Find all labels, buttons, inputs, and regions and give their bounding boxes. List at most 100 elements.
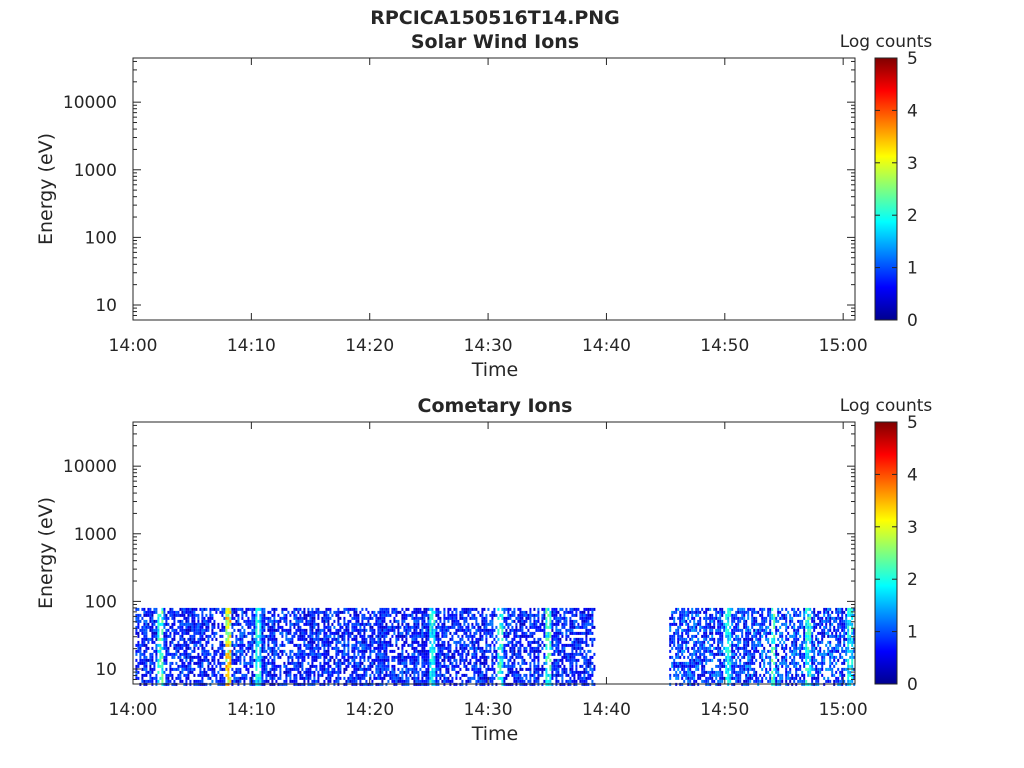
spectrogram-cell xyxy=(553,673,556,677)
spectrogram-cell xyxy=(179,646,182,650)
spectrogram-cell xyxy=(393,631,396,635)
spectrogram-cell xyxy=(225,610,228,614)
spectrogram-cell xyxy=(243,661,246,665)
spectrogram-cell xyxy=(257,607,260,611)
spectrogram-cell xyxy=(519,652,522,656)
spectrogram-cell xyxy=(213,673,216,677)
spectrogram-cell xyxy=(243,673,246,677)
spectrogram-cell xyxy=(365,616,368,620)
spectrogram-cell xyxy=(369,667,372,671)
spectrogram-cell xyxy=(691,655,694,659)
spectrogram-cell xyxy=(285,637,288,641)
spectrogram-cell xyxy=(759,655,762,659)
spectrogram-cell xyxy=(701,673,704,677)
spectrogram-cell xyxy=(341,652,344,656)
spectrogram-cell xyxy=(165,640,168,644)
spectrogram-cell xyxy=(537,613,540,617)
spectrogram-cell xyxy=(493,667,496,671)
spectrogram-cell xyxy=(151,655,154,659)
spectrogram-cell xyxy=(363,640,366,644)
spectrogram-cell xyxy=(185,673,188,677)
spectrogram-cell xyxy=(337,610,340,614)
spectrogram-cell xyxy=(157,661,160,665)
spectrogram-cell xyxy=(777,613,780,617)
spectrogram-cell xyxy=(313,676,316,680)
spectrogram-cell xyxy=(575,619,578,623)
spectrogram-cell xyxy=(423,622,426,626)
spectrogram-cell xyxy=(405,676,408,680)
spectrogram-cell xyxy=(235,679,238,683)
spectrogram-cell xyxy=(413,640,416,644)
spectrogram-cell xyxy=(553,658,556,662)
spectrogram-cell xyxy=(777,679,780,683)
spectrogram-cell xyxy=(591,679,594,683)
spectrogram-cell xyxy=(415,658,418,662)
spectrogram-cell xyxy=(677,616,680,620)
spectrogram-cell xyxy=(445,616,448,620)
spectrogram-cell xyxy=(323,634,326,638)
plot-frame xyxy=(132,57,856,321)
spectrogram-cell xyxy=(681,616,684,620)
spectrogram-cell xyxy=(781,679,784,683)
spectrogram-cell xyxy=(197,655,200,659)
spectrogram-cell xyxy=(379,640,382,644)
spectrogram-cell xyxy=(147,610,150,614)
spectrogram-cell xyxy=(207,661,210,665)
spectrogram-cell xyxy=(401,670,404,674)
spectrogram-cell xyxy=(187,673,190,677)
spectrogram-cell xyxy=(221,610,224,614)
spectrogram-cell xyxy=(179,613,182,617)
spectrogram-cell xyxy=(205,655,208,659)
spectrogram-cell xyxy=(729,649,732,653)
spectrogram-cell xyxy=(371,640,374,644)
spectrogram-cell xyxy=(501,643,504,647)
spectrogram-cell xyxy=(327,613,330,617)
spectrogram-cell xyxy=(677,649,680,653)
spectrogram-cell xyxy=(339,661,342,665)
spectrogram-cell xyxy=(683,607,686,611)
spectrogram-cell xyxy=(245,667,248,671)
spectrogram-cell xyxy=(561,646,564,650)
spectrogram-cell xyxy=(427,628,430,632)
spectrogram-cell xyxy=(545,661,548,665)
spectrogram-cell xyxy=(685,628,688,632)
spectrogram-cell xyxy=(695,661,698,665)
spectrogram-cell xyxy=(315,667,318,671)
spectrogram-cell xyxy=(149,637,152,641)
spectrogram-cell xyxy=(747,673,750,677)
spectrogram-cell xyxy=(305,619,308,623)
spectrogram-cell xyxy=(713,652,716,656)
spectrogram-cell xyxy=(149,616,152,620)
spectrogram-cell xyxy=(245,661,248,665)
spectrogram-cell xyxy=(391,679,394,683)
spectrogram-cell xyxy=(557,664,560,668)
spectrogram-cell xyxy=(679,655,682,659)
spectrogram-cell xyxy=(555,631,558,635)
spectrogram-cell xyxy=(521,679,524,683)
spectrogram-cell xyxy=(537,661,540,665)
spectrogram-cell xyxy=(149,667,152,671)
spectrogram-cell xyxy=(513,649,516,653)
spectrogram-cell xyxy=(177,643,180,647)
spectrogram-cell xyxy=(529,652,532,656)
spectrogram-cell xyxy=(293,652,296,656)
spectrogram-cell xyxy=(675,673,678,677)
x-axis-ticks: 14:00 14:10 14:20 14:30 14:40 14:50 15:00 xyxy=(109,58,868,356)
spectrogram-cell xyxy=(421,655,424,659)
spectrogram-cell xyxy=(183,661,186,665)
spectrogram-cell xyxy=(737,619,740,623)
spectrogram-cell xyxy=(587,643,590,647)
spectrogram-cell xyxy=(355,679,358,683)
spectrogram-cell xyxy=(719,640,722,644)
spectrogram-cell xyxy=(445,646,448,650)
spectrogram-cell xyxy=(591,619,594,623)
spectrogram-cell xyxy=(463,619,466,623)
spectrogram-cell xyxy=(337,640,340,644)
spectrogram-cell xyxy=(553,637,556,641)
spectrogram-cell xyxy=(241,634,244,638)
spectrogram-cell xyxy=(683,613,686,617)
spectrogram-cell xyxy=(681,667,684,671)
spectrogram-cell xyxy=(415,649,418,653)
spectrogram-cell xyxy=(329,628,332,632)
spectrogram-cell xyxy=(491,634,494,638)
